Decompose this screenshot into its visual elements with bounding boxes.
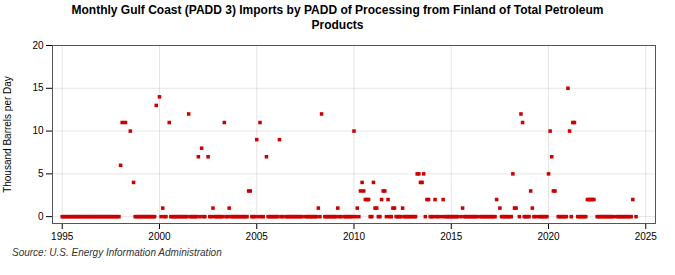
- svg-text:Thousand Barrels per Day: Thousand Barrels per Day: [2, 76, 13, 193]
- svg-text:2025: 2025: [635, 231, 658, 242]
- html-text:Source: U.S. Energy Informatio: Source: U.S. Energy Information Administ…: [12, 247, 222, 258]
- svg-text:2000: 2000: [148, 231, 171, 242]
- svg-text:1995: 1995: [51, 231, 74, 242]
- svg-text:2015: 2015: [440, 231, 463, 242]
- svg-text:2020: 2020: [537, 231, 560, 242]
- svg-text:2005: 2005: [246, 231, 269, 242]
- svg-text:5: 5: [38, 168, 44, 179]
- svg-text:0: 0: [38, 211, 44, 222]
- svg-text:2010: 2010: [343, 231, 366, 242]
- html-text:Monthly Gulf Coast (PADD 3) Im: Monthly Gulf Coast (PADD 3) Imports by P…: [71, 3, 604, 32]
- svg-text:20: 20: [32, 40, 44, 51]
- svg-text:10: 10: [32, 125, 44, 136]
- svg-text:15: 15: [32, 82, 44, 93]
